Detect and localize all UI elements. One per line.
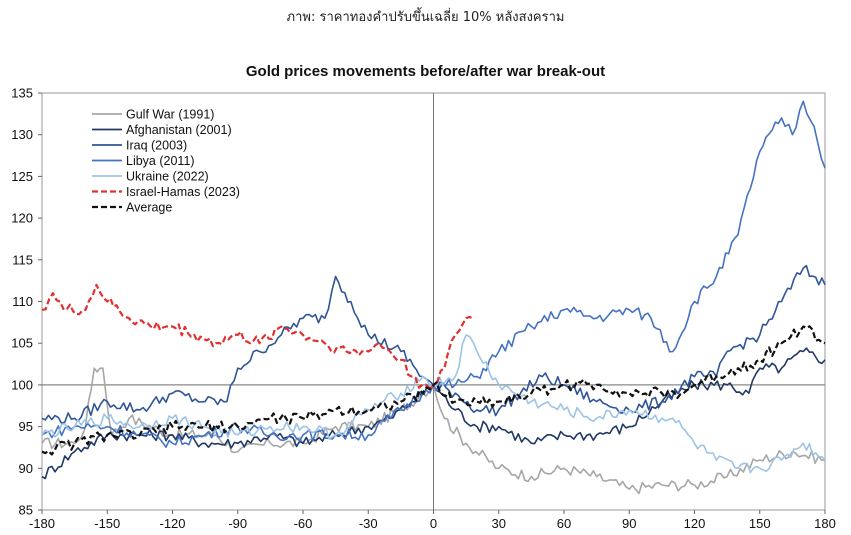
x-tick-label: 120 — [684, 516, 706, 531]
x-tick-label: -150 — [94, 516, 120, 531]
y-tick-label: 125 — [11, 169, 33, 184]
y-tick-label: 120 — [11, 211, 33, 226]
series-line-ukraine-2022 — [41, 334, 826, 474]
legend-label: Ukraine (2022) — [126, 170, 209, 184]
series-line-libya-2011 — [41, 100, 826, 448]
y-tick-label: 110 — [12, 294, 33, 309]
y-tick-label: 85 — [19, 503, 33, 518]
series-line-average — [41, 325, 826, 456]
x-tick-label: 90 — [622, 516, 636, 531]
y-tick-label: 115 — [12, 252, 33, 267]
chart-title: Gold prices movements before/after war b… — [245, 63, 606, 80]
y-tick-label: 105 — [11, 336, 33, 351]
x-tick-label: -60 — [294, 516, 313, 531]
image-caption: ภาพ: ราคาทองคำปรับขึ้นเฉลี่ย 10% หลังสงค… — [286, 10, 565, 25]
x-tick-label: -120 — [159, 516, 185, 531]
legend: Gulf War (1991)Afghanistan (2001) Iraq (2… — [92, 108, 240, 215]
y-tick-label: 135 — [11, 86, 33, 101]
y-tick-label: 95 — [19, 419, 33, 434]
x-tick-label: 60 — [557, 516, 571, 531]
x-tick-label: 30 — [492, 516, 506, 531]
legend-label: Gulf War (1991) — [126, 108, 214, 122]
y-tick-label: 90 — [19, 461, 33, 476]
series-line-israel-hamas-2023 — [41, 283, 474, 392]
legend-label: Afghanistan (2001) — [126, 123, 232, 137]
legend-label: Libya (2011) — [126, 154, 195, 168]
x-tick-label: -90 — [228, 516, 247, 531]
x-tick-label: -180 — [29, 516, 55, 531]
legend-label: Average — [126, 201, 172, 215]
y-tick-label: 130 — [11, 127, 33, 142]
series-layer — [41, 100, 826, 495]
y-tick-label: 100 — [11, 377, 33, 392]
legend-label: Israel-Hamas (2023) — [126, 185, 240, 199]
x-tick-label: 0 — [430, 516, 437, 531]
x-tick-label: 180 — [814, 516, 836, 531]
legend-label: Iraq (2003) — [126, 139, 187, 153]
x-tick-label: 150 — [749, 516, 771, 531]
x-tick-label: -30 — [359, 516, 378, 531]
